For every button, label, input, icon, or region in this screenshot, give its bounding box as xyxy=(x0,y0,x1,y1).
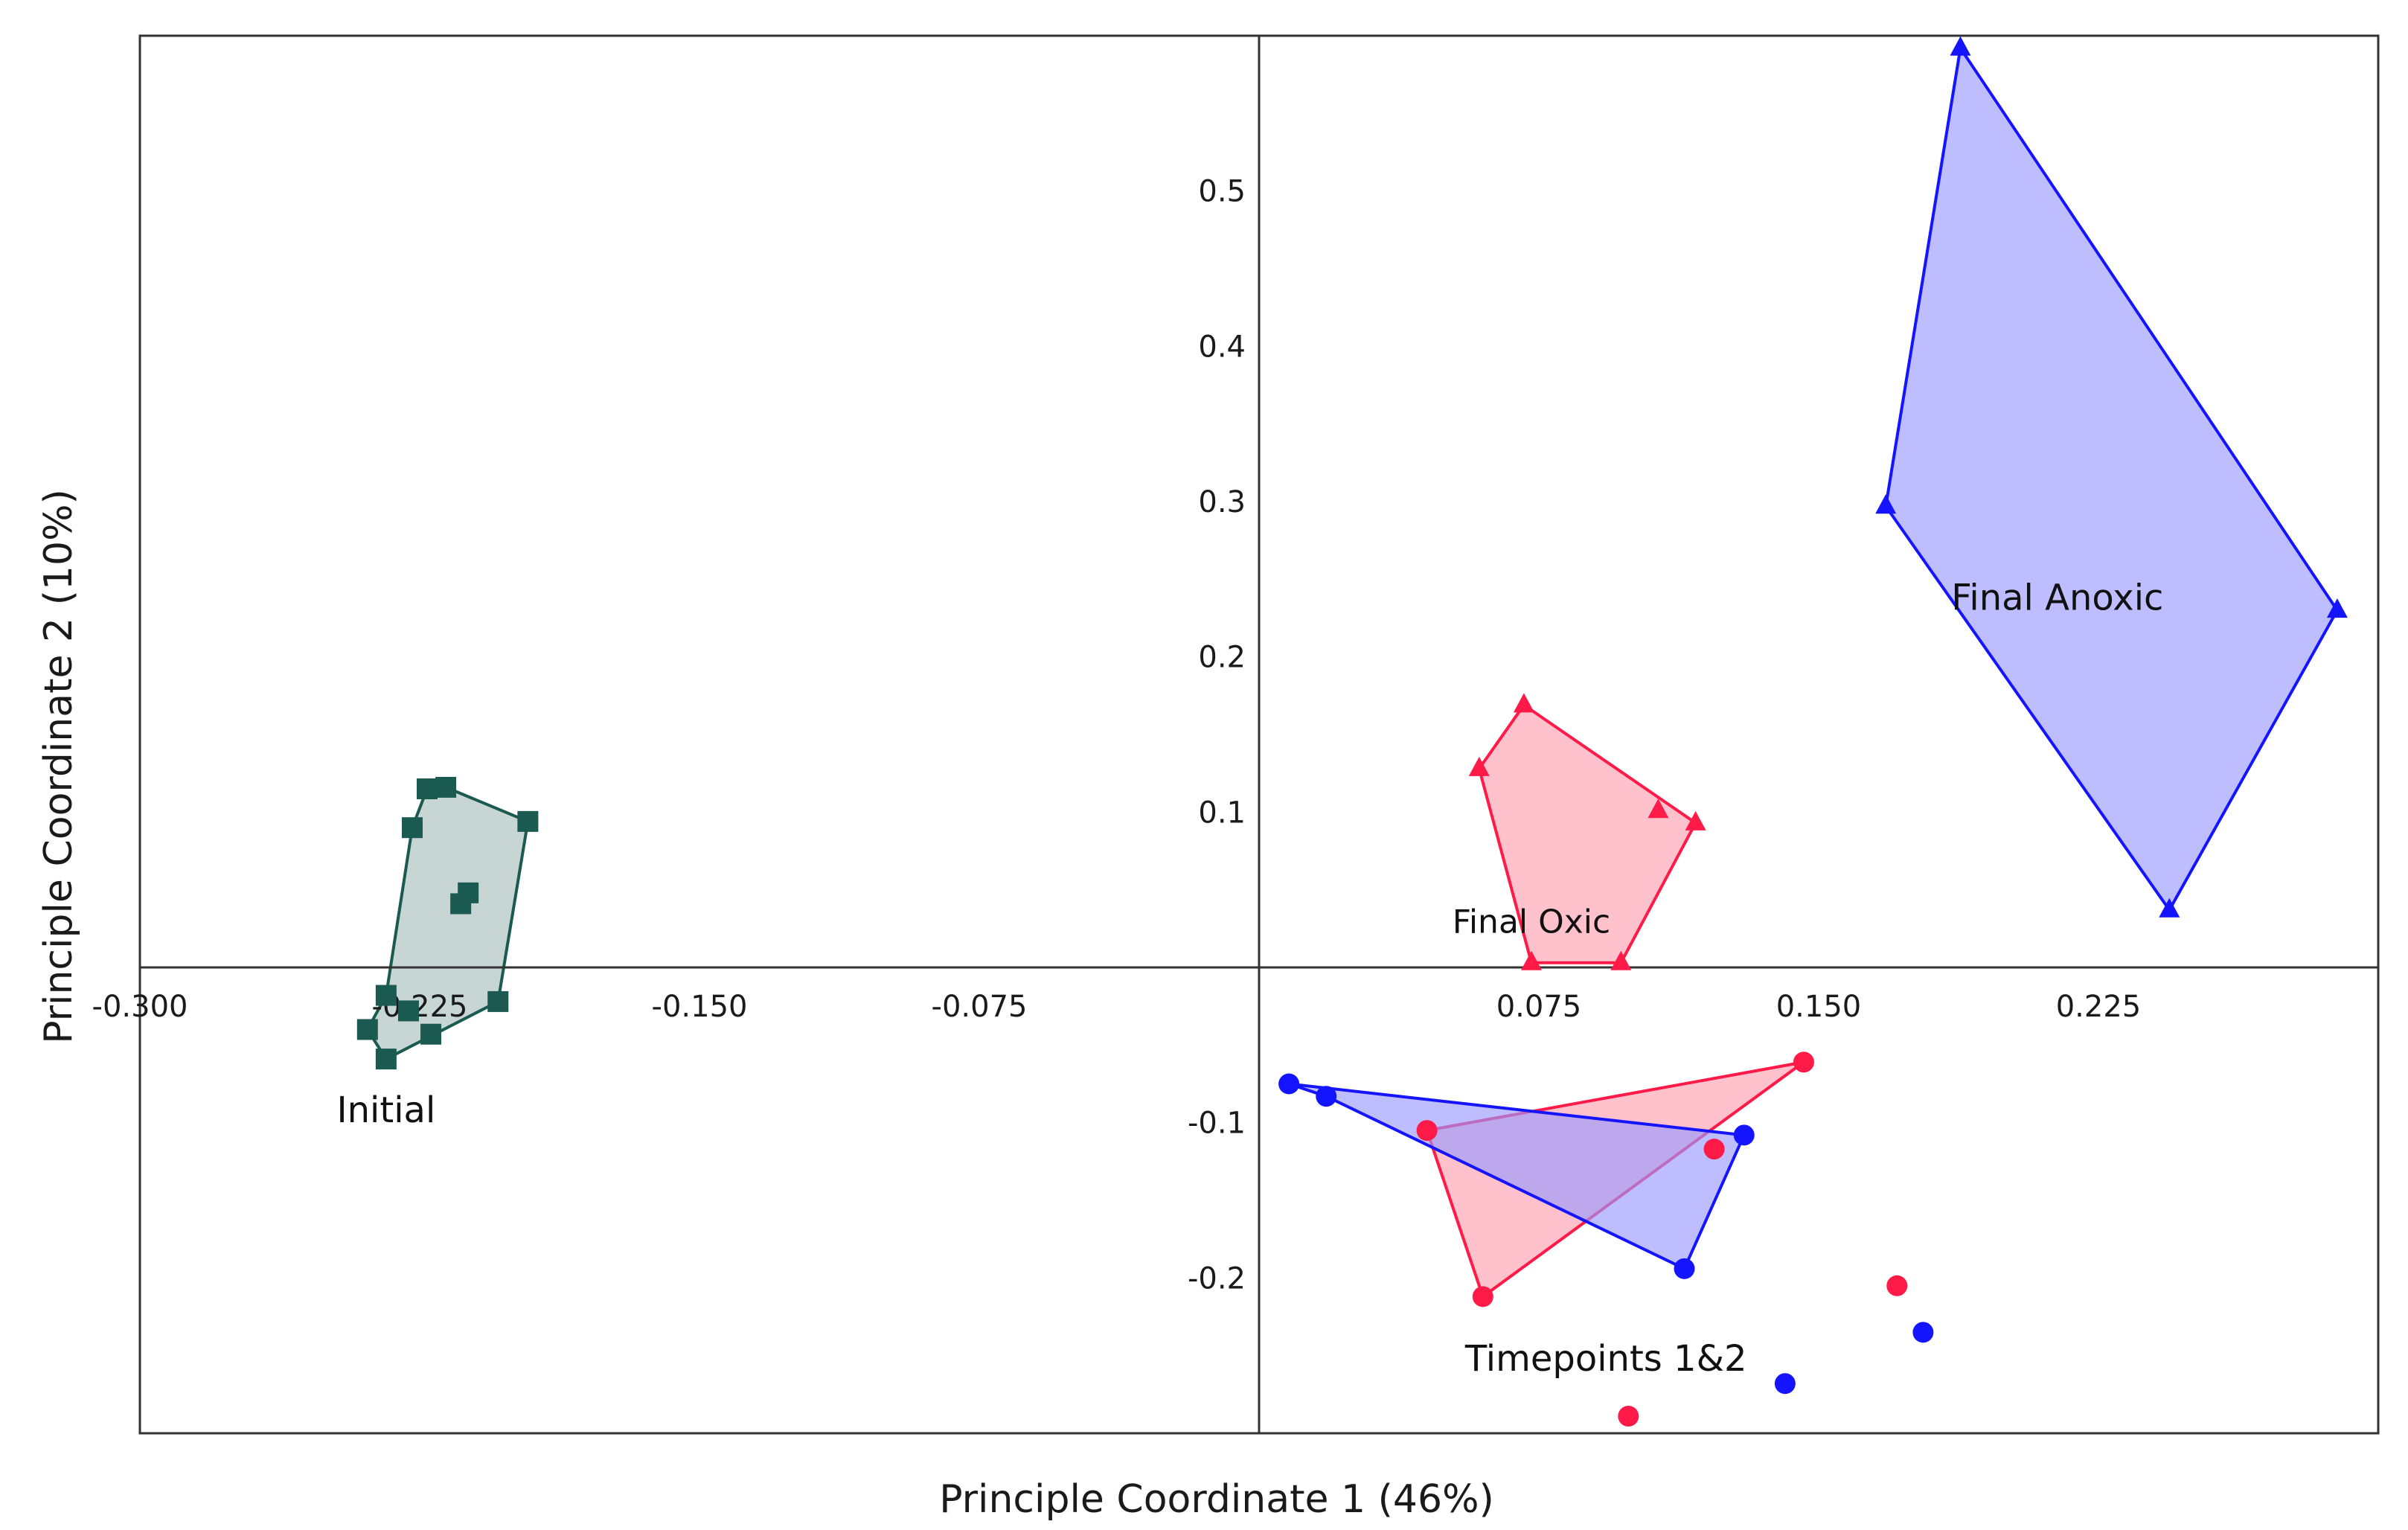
data-point xyxy=(1610,950,1632,970)
data-point xyxy=(417,778,438,800)
point-layer xyxy=(356,36,2348,1427)
data-point xyxy=(401,817,423,839)
y-tick-labels: 0.5 0.4 0.3 0.2 0.1 -0.1 -0.2 xyxy=(1188,175,1246,1296)
x-tick-label: -0.300 xyxy=(92,990,188,1024)
data-point xyxy=(1648,798,1669,819)
data-point xyxy=(375,1049,397,1070)
hull-polygon xyxy=(1884,44,2340,913)
data-point xyxy=(1278,1073,1300,1095)
group-label-anoxic: Final Anoxic xyxy=(1951,577,2163,618)
group-labels: Initial Final Oxic Final Anoxic Timepoints … xyxy=(336,577,2163,1379)
data-point xyxy=(1521,950,1542,970)
y-tick-label: -0.1 xyxy=(1188,1107,1246,1141)
data-point xyxy=(517,810,539,832)
group-label-timepoints: Timepoints 1&2 xyxy=(1464,1338,1747,1380)
data-point xyxy=(397,1000,419,1022)
data-point xyxy=(356,1019,378,1040)
group-label-oxic: Final Oxic xyxy=(1453,903,1610,941)
data-point xyxy=(450,893,472,915)
hull-layer xyxy=(365,44,2340,1299)
data-point xyxy=(1703,1139,1725,1160)
x-tick-label: 0.075 xyxy=(1496,990,1582,1024)
data-point xyxy=(1886,1275,1908,1296)
y-tick-label: 0.1 xyxy=(1198,796,1246,830)
y-tick-label: 0.4 xyxy=(1198,330,1246,364)
data-point xyxy=(2159,897,2180,918)
data-point xyxy=(1774,1373,1796,1395)
data-point xyxy=(1618,1406,1639,1427)
hull-polygon xyxy=(1477,702,1698,964)
data-point xyxy=(1468,756,1490,776)
x-tick-labels: -0.300 -0.225 -0.150 -0.075 0.075 0.150 0.225 xyxy=(92,990,2142,1024)
data-point xyxy=(1793,1052,1814,1073)
x-tick-label: -0.075 xyxy=(932,990,1028,1024)
data-point xyxy=(375,985,397,1006)
x-tick-label: 0.225 xyxy=(2056,990,2142,1024)
data-point xyxy=(420,1023,442,1045)
data-point xyxy=(1316,1086,1337,1107)
data-point xyxy=(487,990,509,1012)
y-tick-label: -0.2 xyxy=(1188,1261,1246,1296)
data-point xyxy=(1685,810,1706,830)
x-axis-title: Principle Coordinate 1 (46%) xyxy=(939,1477,1494,1522)
data-point xyxy=(1950,36,1971,56)
data-point xyxy=(1912,1322,1934,1343)
data-point xyxy=(435,776,457,798)
data-point xyxy=(1472,1286,1493,1307)
data-point xyxy=(1674,1258,1695,1279)
x-tick-label: -0.150 xyxy=(652,990,748,1024)
data-point xyxy=(1875,494,1897,514)
data-point xyxy=(1416,1120,1438,1142)
y-axis-title: Principle Coordinate 2 (10%) xyxy=(36,489,81,1044)
data-point xyxy=(1733,1124,1755,1146)
y-tick-label: 0.5 xyxy=(1198,175,1246,209)
data-point xyxy=(2326,598,2348,618)
data-point xyxy=(1513,693,1534,713)
y-tick-label: 0.2 xyxy=(1198,641,1246,675)
x-tick-label: 0.150 xyxy=(1776,990,1862,1024)
group-label-initial: Initial xyxy=(336,1089,435,1131)
y-tick-label: 0.3 xyxy=(1198,485,1246,519)
